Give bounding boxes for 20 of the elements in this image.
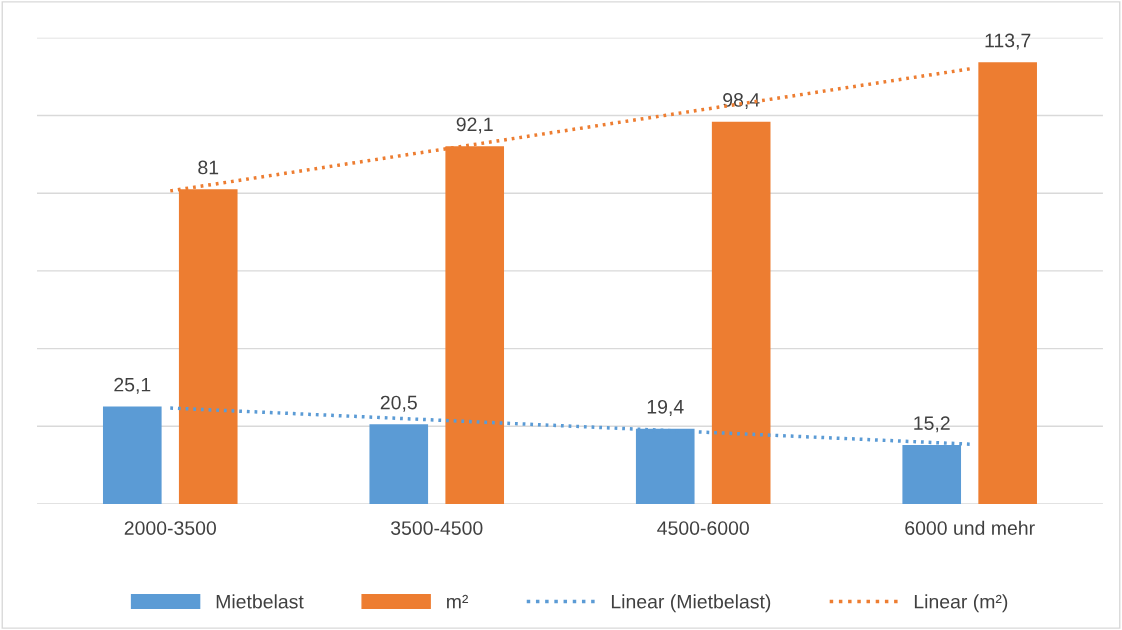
- data-label: 25,1: [114, 377, 151, 394]
- legend-label: m²: [447, 594, 469, 609]
- data-label: 81: [198, 160, 219, 175]
- x-tick-label: 2000-3500: [124, 521, 216, 535]
- data-label: 15,2: [914, 416, 950, 433]
- bar: [978, 62, 1037, 504]
- bar: [102, 406, 162, 504]
- data-label: 98,4: [723, 92, 760, 110]
- legend-label: Linear (m²): [914, 594, 1008, 613]
- data-label: 113,7: [985, 33, 1031, 50]
- data-label: 20,5: [380, 395, 417, 412]
- data-label: 19,4: [647, 399, 684, 416]
- x-tick-label: 4500-6000: [657, 521, 749, 535]
- bar: [711, 121, 771, 504]
- data-label: 92,1: [456, 117, 493, 134]
- x-tick-label: 3500-4500: [390, 521, 483, 535]
- legend-label: Linear (Mietbelast): [611, 594, 771, 613]
- bar: [369, 424, 429, 504]
- x-tick-label: 6000 und mehr: [905, 520, 1035, 535]
- legend-label: Mietbelast: [216, 594, 304, 609]
